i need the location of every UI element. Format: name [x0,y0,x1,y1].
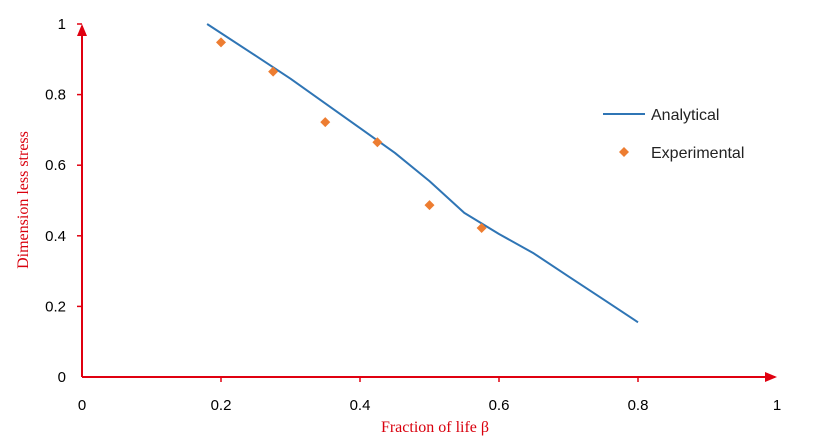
data-point-experimental [216,37,226,48]
legend-marker-swatch [619,147,629,157]
data-point-experimental [476,223,487,234]
x-tick-label: 0.2 [211,397,232,414]
axes [77,23,777,382]
y-axis-arrow [77,24,87,36]
x-axis-arrow [765,372,777,382]
x-tick-label: 0.8 [628,397,649,414]
y-tick-label: 0.6 [45,157,66,174]
x-axis-title: Fraction of life β [381,419,489,436]
y-axis-title: Dimension less stress [15,131,32,269]
y-tick-label: 0 [58,369,66,386]
x-tick-label: 1 [773,397,781,414]
legend-entry: Experimental [651,145,744,162]
y-tick-label: 0.8 [45,87,66,104]
x-tick-label: 0 [78,397,86,414]
y-tick-label: 0.4 [45,228,66,245]
data-point-experimental [424,200,435,211]
data-point-experimental [268,66,279,77]
plot-area [206,23,639,324]
x-tick-label: 0.6 [489,397,510,414]
y-tick-label: 0.2 [45,298,66,315]
data-point-experimental [372,137,383,148]
series-line-analytical [206,23,639,324]
legend-entry: Analytical [651,107,719,124]
legend: Analytical Experimental [603,107,744,162]
x-tick-label: 0.4 [350,397,371,414]
data-point-experimental [320,117,331,128]
y-tick-label: 1 [58,16,66,33]
tick-labels: 0 0.2 0.4 0.6 0.8 1 0 0.2 0.4 0.6 0.8 1 [45,16,781,414]
